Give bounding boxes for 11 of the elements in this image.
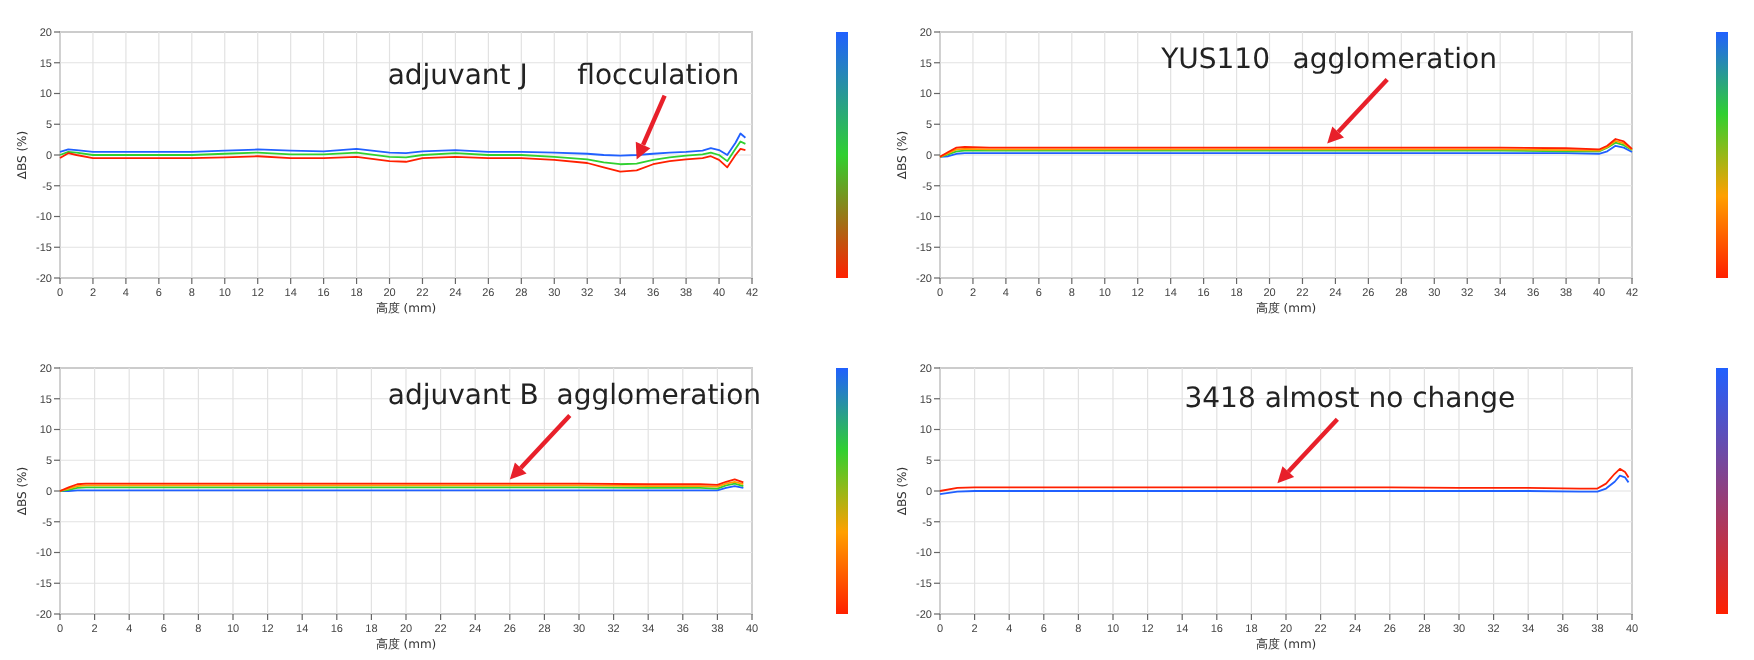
annotation: adjuvant J [387,59,528,92]
annotation: flocculation [577,59,740,92]
annotation: adjuvant B agglomeration [387,379,762,412]
line-series [59,132,747,157]
line-series [59,147,747,173]
line-series [59,140,747,166]
annotation: 3418 almost no change [1184,383,1516,416]
line-series [939,474,1630,495]
annotation: agglomeration [1292,43,1497,76]
line-series [939,467,1630,492]
annotation: YUS110 [1159,43,1271,76]
